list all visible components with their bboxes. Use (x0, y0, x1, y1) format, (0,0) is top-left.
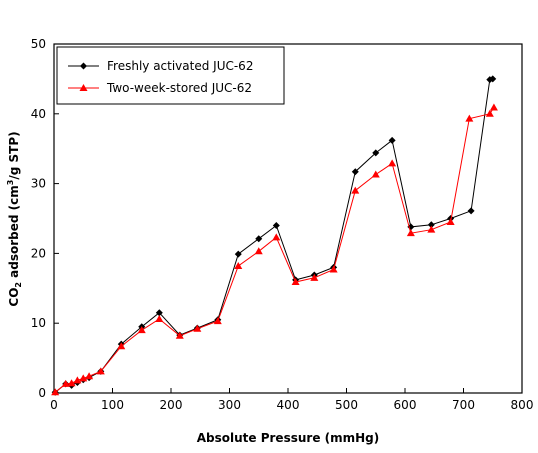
data-point (155, 309, 163, 317)
data-point (427, 221, 435, 229)
y-axis-title-mid: adsorbed (cm (7, 185, 21, 282)
y-tick-label: 10 (31, 316, 46, 330)
x-tick-label: 300 (218, 398, 241, 412)
data-point (96, 367, 105, 375)
data-point (446, 217, 455, 225)
data-point (467, 207, 475, 215)
data-point (175, 331, 184, 339)
data-point (193, 324, 202, 332)
y-tick-label: 0 (38, 386, 46, 400)
data-point (388, 136, 396, 144)
y-axis-title-prefix: CO (7, 288, 21, 307)
y-tick-label: 50 (31, 37, 46, 51)
y-tick-label: 20 (31, 246, 46, 260)
data-point (272, 233, 281, 241)
legend-marker-stored (79, 84, 88, 91)
data-point (51, 388, 60, 396)
x-tick-label: 700 (452, 398, 475, 412)
data-point (234, 250, 242, 258)
data-point (310, 273, 319, 281)
x-tick-label: 800 (511, 398, 534, 412)
data-point (427, 225, 436, 233)
data-point (465, 114, 474, 122)
data-point (254, 247, 263, 255)
data-point (351, 168, 359, 176)
x-tick-label: 200 (160, 398, 183, 412)
data-point (67, 379, 76, 387)
data-point (137, 326, 146, 334)
data-point (117, 342, 126, 350)
data-point (73, 376, 82, 384)
legend-label-stored: Two-week-stored JUC-62 (106, 81, 252, 95)
legend-box (56, 46, 285, 105)
x-tick-label: 0 (50, 398, 58, 412)
data-point (155, 315, 164, 323)
data-point (406, 229, 415, 237)
x-tick-label: 500 (335, 398, 358, 412)
x-axis-title: Absolute Pressure (mmHg) (197, 431, 380, 445)
data-point (61, 379, 70, 387)
data-point (85, 372, 94, 380)
y-tick-label: 40 (31, 107, 46, 121)
data-point (485, 109, 494, 117)
y-axis-title: CO2 adsorbed (cm3/g STP) (6, 131, 23, 306)
data-point (234, 261, 243, 269)
y-tick-label: 30 (31, 177, 46, 191)
data-point (371, 170, 380, 178)
data-point (272, 221, 280, 229)
y-axis-title-suffix: /g STP) (7, 131, 21, 179)
x-tick-label: 400 (277, 398, 300, 412)
data-point (255, 235, 263, 243)
data-point (388, 159, 397, 167)
legend-marker-fresh (80, 62, 87, 70)
data-point (213, 317, 222, 325)
data-point (351, 186, 360, 194)
data-point (79, 374, 88, 382)
x-tick-label: 600 (394, 398, 417, 412)
series-line-1 (54, 107, 495, 393)
x-tick-label: 100 (101, 398, 124, 412)
data-point (372, 149, 380, 157)
data-point (291, 278, 300, 286)
series-layer (51, 75, 498, 396)
data-point (489, 75, 497, 83)
data-point (489, 103, 498, 111)
y-axis-title-sub: 2 (14, 282, 23, 288)
legend-label-fresh: Freshly activated JUC-62 (107, 59, 253, 73)
data-point (329, 265, 338, 273)
legend: Freshly activated JUC-62 Two-week-stored… (56, 46, 285, 105)
y-axis-title-sup: 3 (6, 180, 15, 186)
axis-ticks: 0 100 200 300 400 500 600 700 800 0 10 20 30 40 50 (31, 37, 534, 412)
